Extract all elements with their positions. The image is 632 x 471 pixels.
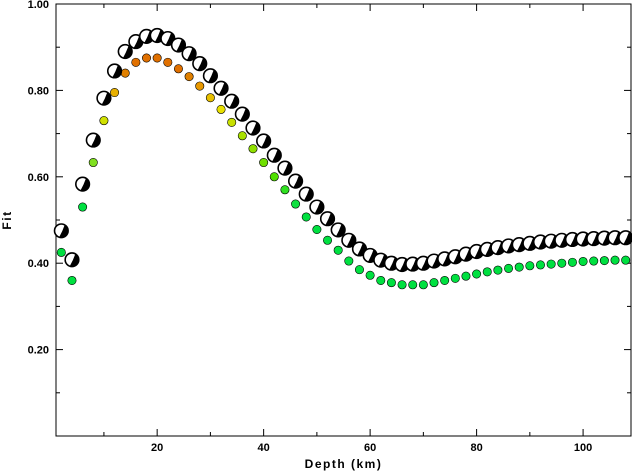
colored-dot (78, 202, 88, 212)
colored-dot (621, 255, 631, 265)
y-axis-label: Fit (0, 210, 14, 229)
colored-dot (152, 53, 162, 63)
colored-dot (88, 158, 98, 168)
colored-dot (163, 57, 173, 67)
colored-dot (99, 116, 109, 126)
colored-dot (131, 57, 141, 67)
mechanism-marker (277, 160, 293, 176)
mechanism-series (53, 27, 632, 273)
mechanism-marker (85, 132, 101, 148)
mechanism-marker (106, 63, 123, 79)
colored-dot (589, 256, 599, 266)
mechanism-marker (341, 232, 357, 248)
mechanism-marker (202, 68, 218, 84)
mechanism-marker (192, 56, 208, 72)
colored-dot (386, 278, 396, 288)
x-axis-label: Depth (km) (305, 457, 383, 471)
mechanism-marker (245, 120, 261, 136)
colored-dot (259, 158, 269, 168)
y-tick-label: 1.00 (28, 0, 49, 11)
colored-dot (269, 172, 279, 182)
mechanism-marker (319, 211, 336, 227)
y-tick-label: 0.80 (28, 85, 49, 97)
colored-dot (408, 280, 418, 290)
colored-dot (365, 270, 375, 280)
mechanism-marker (266, 147, 282, 163)
colored-dot (291, 199, 301, 209)
plot-frame (55, 3, 632, 437)
colored-dot (461, 271, 471, 281)
y-tick-label: 0.40 (28, 258, 49, 270)
colored-dot (120, 68, 130, 78)
colored-dot (610, 255, 620, 265)
mechanism-marker (224, 93, 240, 109)
colored-dot (142, 53, 152, 63)
y-tick-label: 0.60 (28, 172, 49, 184)
y-tick-label: 0.20 (28, 345, 49, 357)
colored-dot (227, 117, 237, 127)
colored-dot (323, 235, 333, 245)
colored-dot (535, 260, 545, 270)
colored-dot (344, 256, 354, 266)
colored-dot (354, 265, 364, 275)
colored-dot (418, 280, 428, 290)
mechanism-marker (618, 230, 632, 246)
colored-dot (237, 131, 247, 141)
mechanism-marker (330, 222, 346, 238)
mechanism-marker (160, 30, 176, 47)
colored-dot (173, 64, 183, 74)
mechanism-marker (53, 223, 69, 239)
colored-dot (546, 259, 556, 269)
mechanism-marker (64, 252, 80, 268)
mechanism-marker (170, 37, 187, 53)
mechanism-marker (287, 173, 304, 189)
colored-dot (482, 267, 492, 277)
x-tick-label: 100 (574, 442, 592, 454)
colored-dot (440, 275, 450, 285)
mechanism-marker (181, 46, 197, 62)
colored-dot (110, 88, 120, 98)
colored-dot (397, 280, 407, 290)
colored-dot (599, 256, 609, 266)
x-tick-label: 20 (151, 442, 163, 454)
colored-dot (301, 212, 311, 222)
colored-dot (312, 225, 322, 235)
mechanism-marker (96, 90, 112, 106)
colored-dot (248, 144, 258, 154)
mechanism-marker (213, 80, 229, 96)
colored-dot (504, 263, 514, 273)
colored-dot (450, 273, 460, 283)
colored-dot (493, 265, 503, 275)
colored-dot (514, 262, 524, 272)
x-tick-label: 60 (364, 442, 376, 454)
colored-dot (557, 258, 567, 268)
colored-dot (429, 278, 439, 288)
x-axis-ticks: 20 40 60 80 100 (103, 4, 592, 454)
colored-dot (525, 261, 535, 271)
colored-dot (67, 275, 77, 285)
mechanism-marker (298, 186, 314, 202)
colored-dot (333, 245, 343, 255)
colored-dot (184, 72, 194, 82)
colored-dot (472, 269, 482, 279)
colored-dots-series (56, 53, 631, 290)
y-axis-ticks: 0.20 0.40 0.60 0.80 1.00 (28, 0, 631, 394)
colored-dot (567, 257, 577, 267)
colored-dot (195, 81, 205, 91)
colored-dot (56, 247, 66, 257)
colored-dot (280, 185, 290, 195)
colored-dot (216, 104, 226, 114)
mechanism-marker (234, 106, 250, 122)
mechanism-marker (117, 43, 133, 60)
x-tick-label: 80 (470, 442, 482, 454)
colored-dot (376, 275, 386, 285)
mechanism-marker (309, 199, 325, 215)
colored-dot (205, 93, 215, 103)
mechanism-marker (75, 176, 91, 192)
mechanism-marker (256, 133, 272, 149)
x-tick-label: 40 (258, 442, 270, 454)
colored-dot (578, 256, 588, 266)
